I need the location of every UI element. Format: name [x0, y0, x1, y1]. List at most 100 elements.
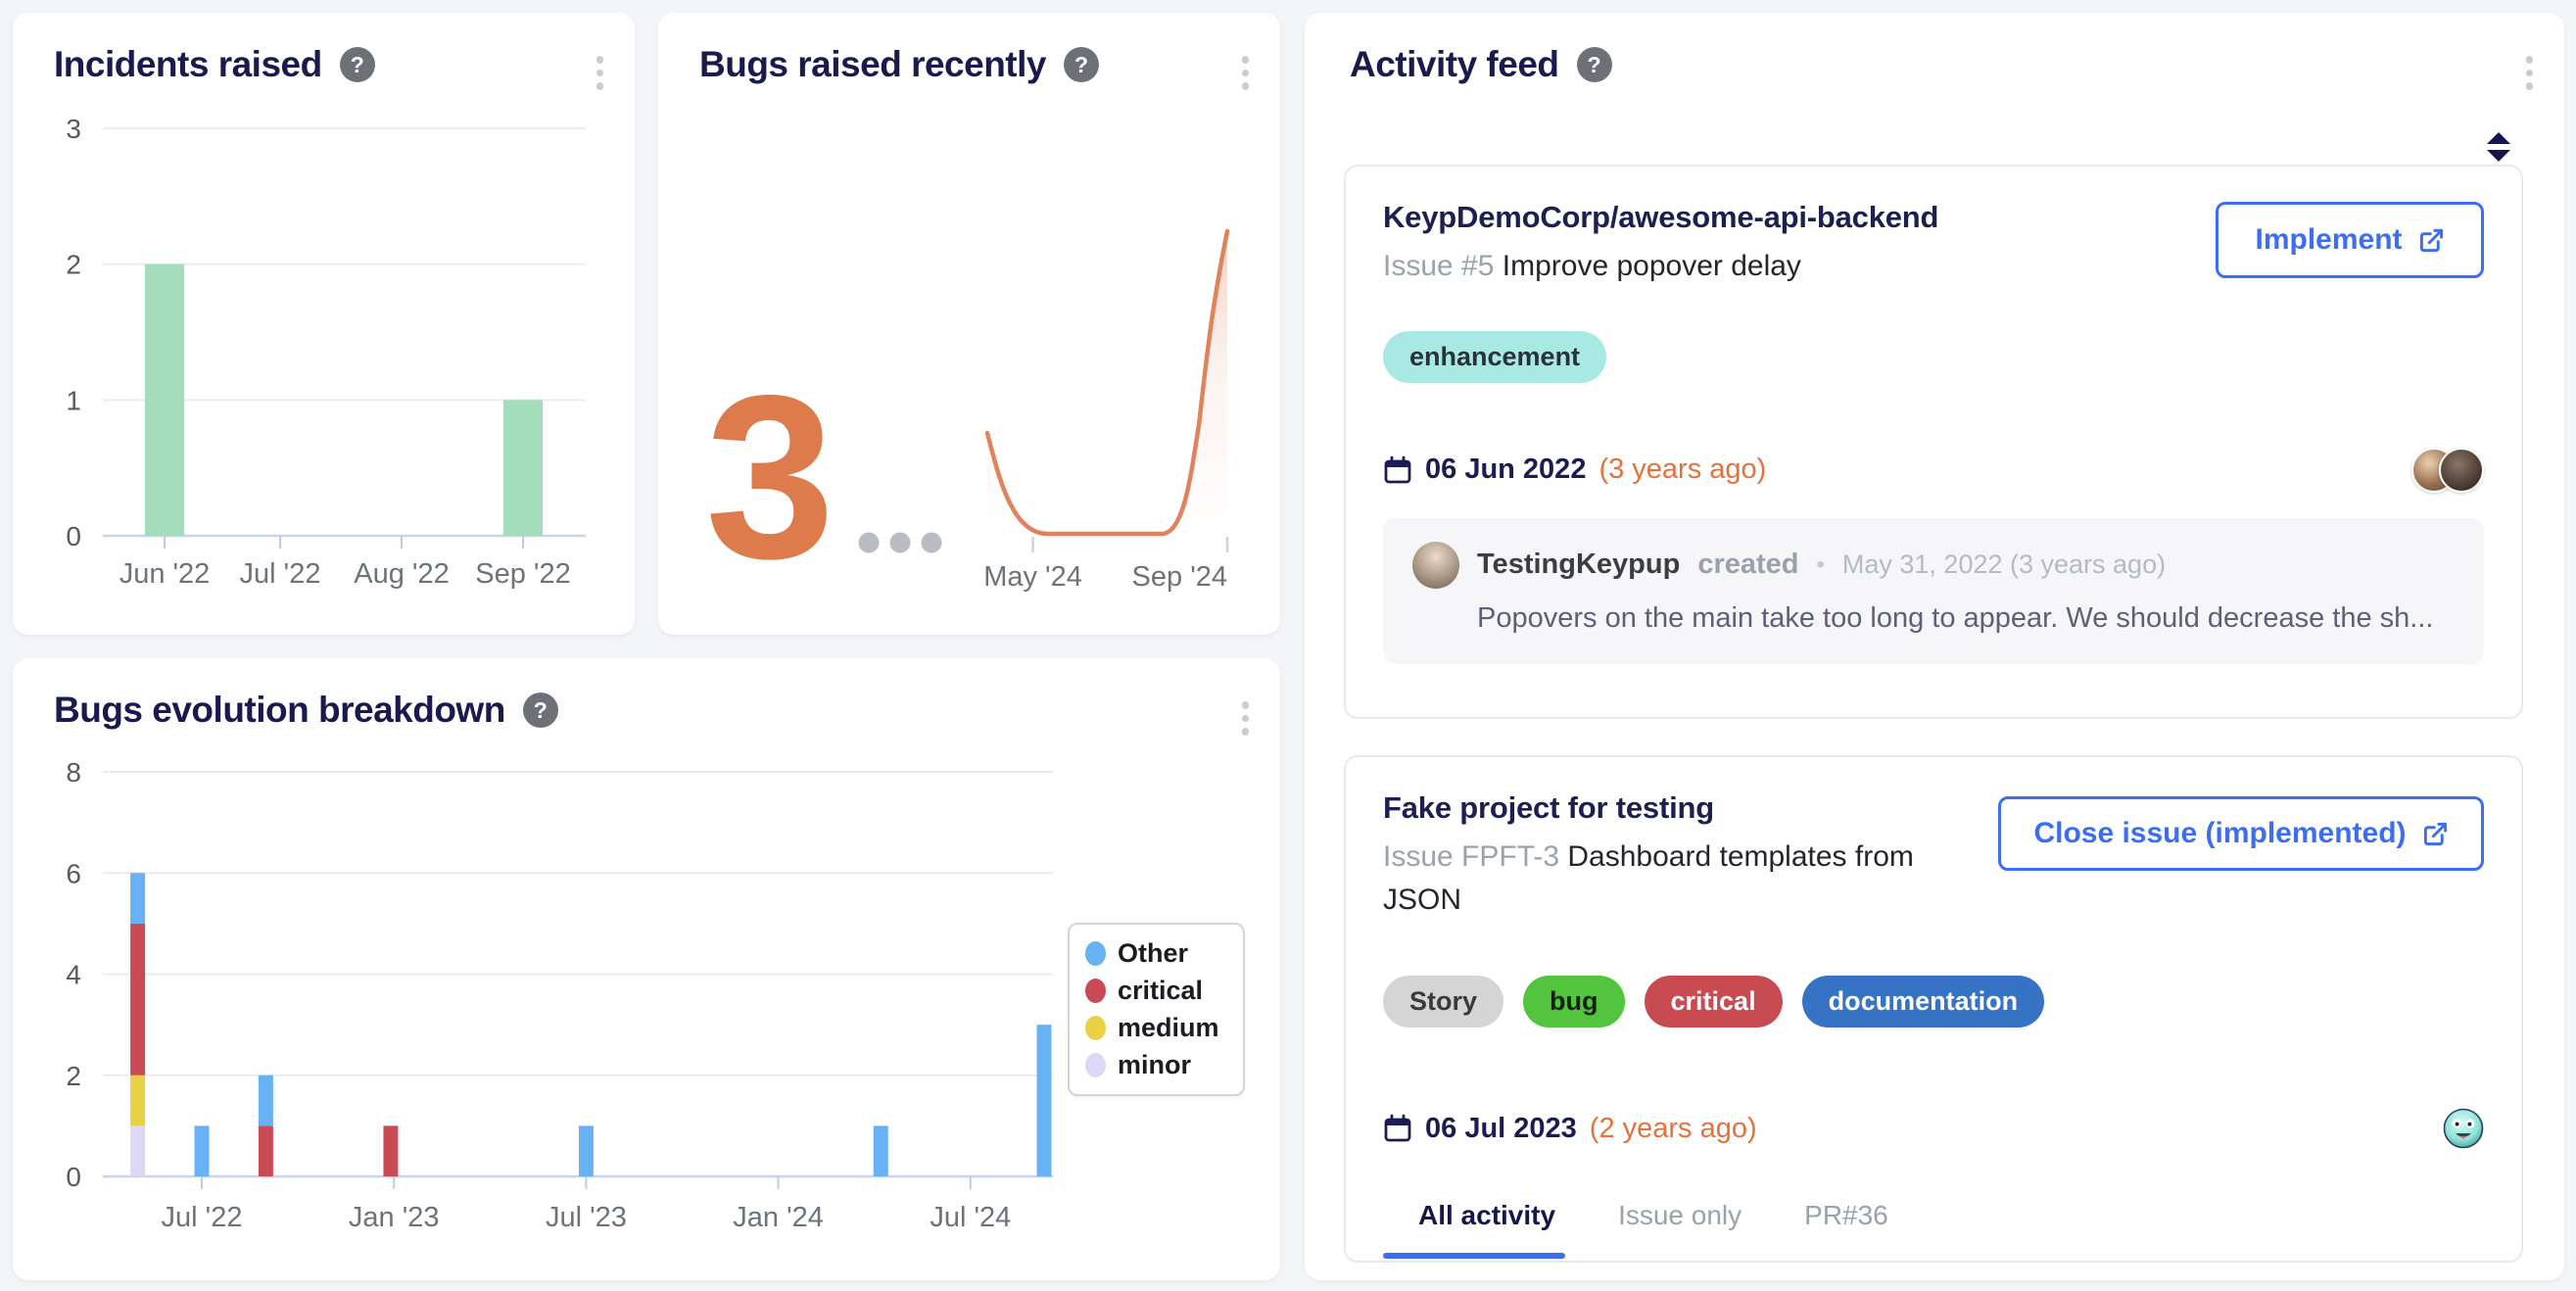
svg-text:Jan '23: Jan '23: [349, 1202, 440, 1233]
help-icon[interactable]: ?: [1063, 47, 1099, 82]
bugs-evolution-breakdown-card: Bugs evolution breakdown ? 0 2 4 6 8 Jul '22 J…: [13, 658, 1280, 1280]
date-row: 06 Jun 2022 (3 years ago): [1383, 447, 2484, 493]
comment-box: TestingKeypup created • May 31, 2022 (3 …: [1383, 517, 2484, 664]
chart-legend: Other critical medium minor: [1068, 923, 1245, 1096]
feed-item: Fake project for testing Issue FPFT-3 Da…: [1344, 755, 2523, 1263]
active-tab-underline: [1383, 1253, 1565, 1259]
tag-documentation: documentation: [1801, 976, 2045, 1028]
svg-text:Jul '23: Jul '23: [546, 1202, 627, 1233]
date-row: 06 Jul 2023 (2 years ago): [1383, 1108, 2484, 1149]
tag-enhancement: enhancement: [1383, 330, 1607, 383]
feed-repo-name: KeypDemoCorp/awesome-api-backend: [1383, 200, 1939, 234]
svg-text:Sep '24: Sep '24: [1132, 561, 1227, 593]
feed-date: 06 Jul 2023: [1425, 1112, 1577, 1144]
tab-all-activity[interactable]: All activity: [1418, 1200, 1556, 1230]
incidents-card-title: Incidents raised: [54, 44, 322, 84]
svg-text:2: 2: [66, 250, 81, 280]
svg-text:6: 6: [66, 858, 81, 888]
help-icon[interactable]: ?: [522, 693, 558, 728]
legend-marker: [1085, 1016, 1106, 1040]
svg-text:0: 0: [66, 521, 81, 551]
ellipsis-dot: [858, 532, 880, 553]
bugs-recent-sparkline-chart: May '24 Sep '24: [858, 228, 1230, 593]
feed-time-ago: (2 years ago): [1589, 1112, 1757, 1144]
tab-issue-only[interactable]: Issue only: [1618, 1200, 1742, 1230]
svg-text:Aug '22: Aug '22: [354, 558, 449, 590]
svg-text:Jul '22: Jul '22: [240, 558, 321, 590]
help-icon[interactable]: ?: [1576, 47, 1612, 82]
incidents-bar-chart: 0 1 2 3 Jun '22 Jul '22 Aug '22 Sep '22: [66, 114, 586, 590]
svg-text:4: 4: [66, 960, 81, 990]
svg-text:3: 3: [66, 114, 81, 144]
calendar-icon: [1384, 455, 1411, 483]
legend-label: minor: [1118, 1050, 1192, 1079]
svg-text:Jul '24: Jul '24: [930, 1202, 1011, 1233]
svg-text:Jun '22: Jun '22: [119, 558, 211, 590]
svg-text:1: 1: [66, 385, 81, 415]
legend-marker: [1085, 941, 1106, 966]
tag-row: enhancement: [1383, 330, 2484, 383]
ellipsis-dot: [921, 532, 942, 553]
tag-critical: critical: [1644, 976, 1783, 1028]
dot-separator: •: [1816, 550, 1825, 578]
assignee-avatars: [2411, 447, 2484, 493]
help-icon[interactable]: ?: [339, 47, 375, 82]
legend-item-medium[interactable]: medium: [1085, 1013, 1219, 1043]
legend-marker: [1085, 979, 1106, 1003]
legend-item-other[interactable]: Other: [1085, 938, 1219, 969]
ellipsis-dot: [889, 532, 911, 553]
feed-date: 06 Jun 2022: [1425, 454, 1587, 485]
comment-action: created: [1697, 549, 1799, 580]
svg-text:Jan '24: Jan '24: [733, 1202, 824, 1233]
breakdown-card-title: Bugs evolution breakdown: [54, 690, 505, 730]
legend-label: Other: [1118, 938, 1189, 968]
kebab-menu-icon[interactable]: [2522, 52, 2538, 94]
activity-feed-card: Activity feed ? KeypDemoCorp/awesome-api…: [1305, 13, 2564, 1280]
implement-button[interactable]: Implement: [2216, 202, 2484, 278]
sort-order-icon[interactable]: [2484, 130, 2513, 168]
legend-marker: [1085, 1053, 1106, 1077]
tag-bug: bug: [1523, 976, 1625, 1028]
svg-text:May '24: May '24: [983, 561, 1082, 593]
svg-text:8: 8: [66, 757, 81, 788]
feed-item: KeypDemoCorp/awesome-api-backend Issue #…: [1344, 165, 2523, 719]
svg-text:Sep '22: Sep '22: [475, 558, 570, 590]
external-link-icon: [2419, 228, 2443, 252]
tag-story: Story: [1383, 976, 1504, 1028]
breakdown-stacked-bar-chart: 0 2 4 6 8 Jul '22 Jan '23 Jul '23 Jan '24 Jul '24: [66, 757, 1053, 1233]
emoji-avatar: [2443, 1108, 2484, 1149]
avatar: [2439, 447, 2484, 493]
activity-tabs: All activity Issue only PR#36: [1418, 1200, 2484, 1231]
tab-pr-36[interactable]: PR#36: [1804, 1200, 1888, 1230]
kebab-menu-icon[interactable]: [1238, 52, 1254, 94]
comment-author: TestingKeypup: [1477, 549, 1681, 580]
legend-label: critical: [1118, 976, 1204, 1005]
svg-text:0: 0: [66, 1162, 81, 1192]
legend-item-critical[interactable]: critical: [1085, 976, 1219, 1006]
calendar-icon: [1384, 1114, 1411, 1142]
feed-issue-line: Issue FPFT-3 Dashboard templates from JS…: [1383, 836, 1971, 921]
bugs-raised-recently-card: Bugs raised recently ? 3 May '24 Sep '24: [658, 13, 1280, 635]
issue-ref: Issue FPFT-3: [1383, 840, 1560, 873]
feed-issue-line: Issue #5 Improve popover delay: [1383, 245, 1938, 288]
activity-card-title: Activity feed: [1350, 44, 1559, 84]
comment-timestamp: May 31, 2022 (3 years ago): [1841, 550, 2167, 579]
kebab-menu-icon[interactable]: [1238, 697, 1254, 740]
legend-label: medium: [1118, 1013, 1219, 1042]
comment-body: Popovers on the main take too long to ap…: [1477, 601, 2434, 634]
external-link-icon: [2423, 822, 2447, 845]
issue-title: Dashboard templates from JSON: [1383, 840, 1914, 916]
svg-text:Jul '22: Jul '22: [162, 1202, 243, 1233]
legend-item-minor[interactable]: minor: [1085, 1050, 1219, 1080]
incidents-raised-card: Incidents raised ? 0 1 2 3 Jun '22 Jul '22 Aug…: [13, 13, 635, 635]
feed-repo-name: Fake project for testing: [1383, 790, 1714, 825]
issue-title: Improve popover delay: [1502, 250, 1801, 282]
kebab-menu-icon[interactable]: [593, 52, 608, 94]
svg-text:2: 2: [66, 1061, 81, 1091]
bugs-recent-big-number: 3: [705, 348, 835, 607]
close-issue-button[interactable]: Close issue (implemented): [1998, 796, 2484, 871]
bugs-recent-card-title: Bugs raised recently: [699, 44, 1046, 84]
comment-author-avatar: [1412, 541, 1459, 589]
issue-ref: Issue #5: [1383, 250, 1495, 282]
